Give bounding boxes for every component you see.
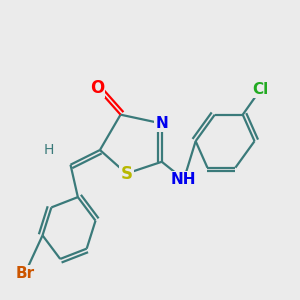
Text: O: O [90, 79, 104, 97]
Text: S: S [120, 165, 132, 183]
Text: N: N [155, 116, 168, 131]
Text: NH: NH [171, 172, 196, 187]
Text: Cl: Cl [252, 82, 268, 97]
Text: Br: Br [15, 266, 34, 281]
Text: H: H [43, 143, 54, 157]
